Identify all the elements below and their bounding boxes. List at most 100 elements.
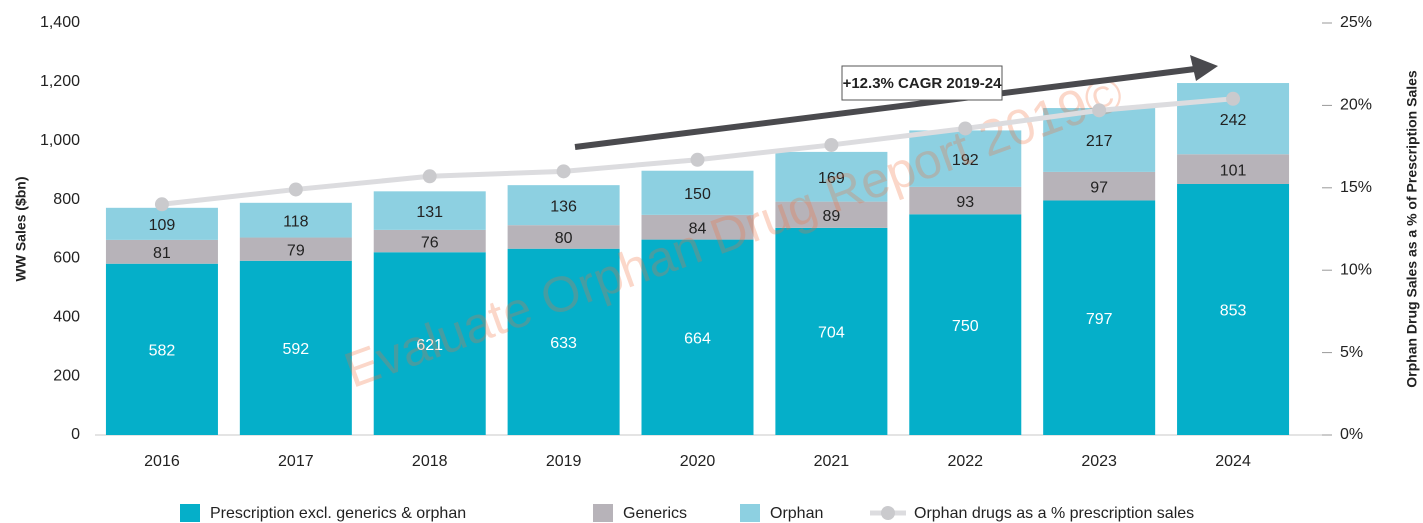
data-label: 101 [1220, 162, 1247, 179]
x-tick-label: 2018 [412, 453, 448, 470]
bar-segment [373, 191, 486, 230]
line-marker [1226, 91, 1241, 106]
y-tick-label: 0 [71, 426, 80, 443]
y-tick-label: 1,400 [40, 14, 80, 31]
data-label: 217 [1086, 133, 1113, 150]
y-tick-label: 1,000 [40, 132, 80, 149]
bar-segment [775, 201, 888, 228]
bar-segment [909, 186, 1022, 215]
data-label: 592 [282, 341, 309, 358]
data-label: 76 [421, 234, 439, 251]
legend-label: Orphan drugs as a % prescription sales [914, 505, 1194, 522]
x-tick-label: 2024 [1215, 453, 1251, 470]
data-label: 192 [952, 152, 979, 169]
y2-tick-label: 10% [1340, 261, 1372, 278]
bar-segment [1043, 200, 1156, 435]
y-tick-label: 600 [53, 250, 80, 267]
y-tick-label: 1,200 [40, 73, 80, 90]
x-tick-label: 2019 [546, 453, 582, 470]
y-tick-label: 200 [53, 367, 80, 384]
bar-segment [239, 202, 352, 238]
data-label: 797 [1086, 311, 1113, 328]
data-label: 93 [956, 194, 974, 211]
bar-segment [909, 214, 1022, 435]
data-label: 136 [550, 198, 577, 215]
y2-tick-label: 0% [1340, 426, 1363, 443]
y-axis-label: WW Sales ($bn) [13, 176, 29, 281]
data-label: 109 [149, 217, 176, 234]
x-tick-label: 2016 [144, 453, 180, 470]
legend-swatch [593, 504, 613, 522]
bar-segment [641, 170, 754, 215]
y2-tick-label: 15% [1340, 179, 1372, 196]
data-label: 131 [416, 204, 443, 221]
data-label: 169 [818, 170, 845, 187]
x-tick-label: 2017 [278, 453, 314, 470]
annotation-box [841, 65, 1003, 101]
line-marker [288, 182, 303, 197]
data-label: 582 [149, 343, 176, 360]
line-marker [958, 121, 973, 136]
bar-segment [239, 237, 352, 261]
bar-segment [775, 227, 888, 435]
data-label: 97 [1090, 179, 1108, 196]
data-label: 118 [283, 213, 309, 230]
y2-tick-label: 20% [1340, 97, 1372, 114]
legend-swatch [740, 504, 760, 522]
y2-axis-label: Orphan Drug Sales as a % of Prescription… [1404, 70, 1420, 388]
legend-label: Generics [623, 505, 687, 522]
bar-segment [1177, 154, 1290, 184]
line-marker [690, 152, 705, 167]
bar-segment [641, 214, 754, 240]
x-tick-label: 2022 [947, 453, 983, 470]
bar-segment [1043, 171, 1156, 201]
bar-segment [105, 207, 218, 240]
line-marker [422, 169, 437, 184]
arrow-head [1190, 55, 1218, 81]
data-label: 150 [684, 186, 711, 203]
bar-segment [775, 151, 888, 202]
data-label: 242 [1220, 112, 1247, 129]
bar-segment [1043, 108, 1156, 172]
data-label: 853 [1220, 303, 1247, 320]
bar-segment [105, 263, 218, 435]
bar-segment [373, 229, 486, 253]
x-tick-label: 2021 [814, 453, 850, 470]
bar-segment [507, 225, 620, 249]
bar-segment [507, 248, 620, 435]
legend-swatch [881, 506, 895, 520]
bar-segment [507, 185, 620, 226]
legend-swatch [180, 504, 200, 522]
x-tick-label: 2023 [1081, 453, 1117, 470]
data-label: 704 [818, 325, 845, 342]
y2-tick-label: 5% [1340, 344, 1363, 361]
y-tick-label: 400 [53, 309, 80, 326]
y2-tick-label: 25% [1340, 14, 1372, 31]
data-label: 750 [952, 318, 979, 335]
legend-label: Prescription excl. generics & orphan [210, 505, 466, 522]
x-tick-label: 2020 [680, 453, 716, 470]
data-label: 633 [550, 335, 577, 352]
line-marker [556, 164, 571, 179]
bar-segment [909, 130, 1022, 187]
bar-segment [373, 252, 486, 435]
line-marker [154, 197, 169, 212]
data-label: 84 [689, 220, 707, 237]
data-label: 664 [684, 331, 711, 348]
line-marker [824, 137, 839, 152]
data-label: 621 [416, 337, 443, 354]
bar-segment [1177, 183, 1290, 435]
bar-segment [641, 239, 754, 435]
y-tick-label: 800 [53, 191, 80, 208]
line-marker [1092, 103, 1107, 118]
arrow-shaft [574, 66, 1196, 150]
data-label: 81 [153, 245, 171, 262]
data-label: 89 [822, 208, 840, 225]
bar-segment [105, 239, 218, 264]
annotation: +12.3% CAGR 2019-24 [843, 75, 1002, 92]
data-label: 79 [287, 242, 305, 259]
data-label: 80 [555, 230, 573, 247]
legend-label: Orphan [770, 505, 823, 522]
bar-segment [239, 260, 352, 435]
